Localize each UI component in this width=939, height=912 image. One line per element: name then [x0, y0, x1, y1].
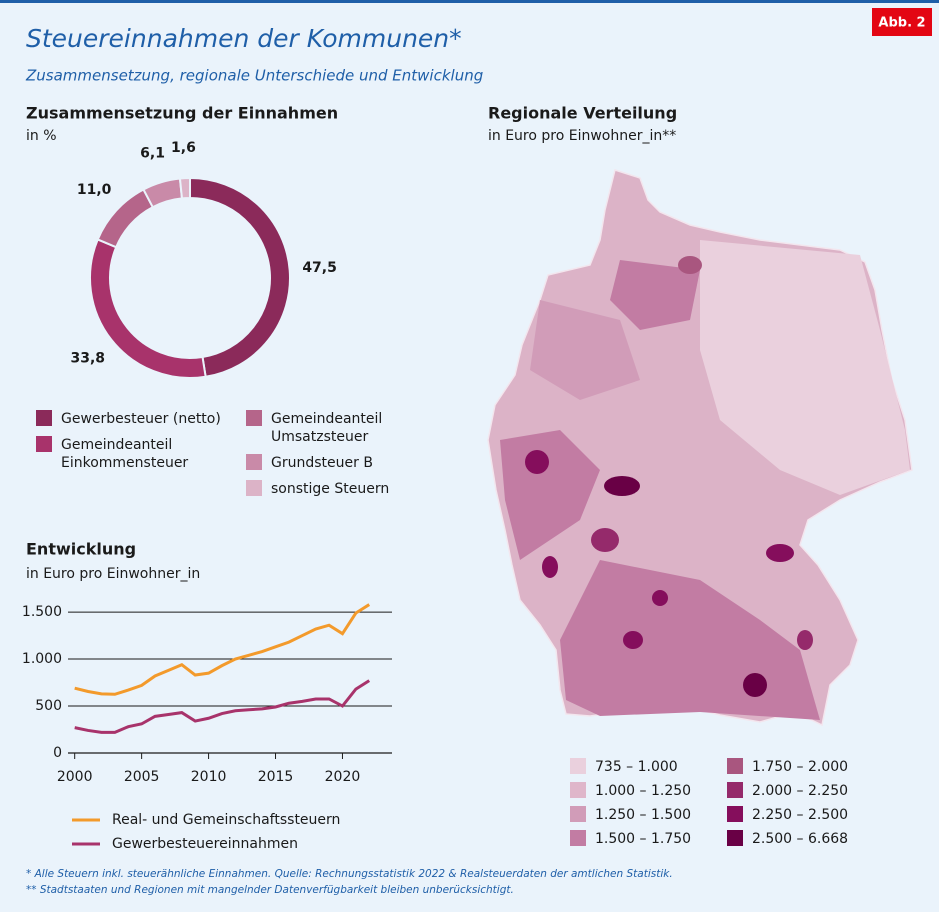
legend-label: 2.000 – 2.250 [752, 783, 849, 799]
legend-label: Gewerbesteuereinnahmen [112, 836, 298, 852]
map-region [530, 300, 640, 400]
legend-swatch [570, 806, 586, 822]
donut-segment [178, 176, 191, 200]
legend-label: 1.750 – 2.000 [752, 759, 849, 775]
chart-title: Regionale Verteilung [488, 104, 677, 123]
footnote: ** Stadtstaaten und Regionen mit mangeln… [26, 884, 514, 896]
legend-label: 2.500 – 6.668 [752, 831, 849, 847]
legend-item: 1.000 – 1.250 [570, 782, 720, 800]
chart-subtitle: in Euro pro Einwohner_in [26, 566, 200, 582]
map-hotspot [623, 631, 643, 649]
legend-swatch [36, 436, 52, 452]
legend-swatch [246, 410, 262, 426]
legend-swatch [570, 830, 586, 846]
y-tick-label: 0 [53, 745, 62, 761]
y-tick-label: 1.000 [22, 651, 62, 667]
footnote: * Alle Steuern inkl. steuerähnliche Einn… [26, 868, 673, 880]
value-label: 1,6 [171, 140, 196, 156]
legend-label: 1.000 – 1.250 [595, 783, 692, 799]
map-hotspot [591, 528, 619, 552]
value-label: 6,1 [140, 146, 165, 162]
legend-item: 2.500 – 6.668 [727, 830, 877, 848]
legend-label: Gewerbesteuer (netto) [61, 411, 221, 427]
chart-subtitle: in Euro pro Einwohner_in** [488, 128, 676, 144]
map-hotspot [542, 556, 558, 578]
chart-title: Zusammensetzung der Einnahmen [26, 104, 338, 123]
map-hotspot [743, 673, 767, 697]
legend-label: 2.250 – 2.500 [752, 807, 849, 823]
badge: Abb. 2 [878, 16, 925, 31]
legend-item: Gemeindeanteil Einkommensteuer [36, 436, 236, 472]
legend-label: Grundsteuer B [271, 455, 373, 471]
legend-swatch [727, 782, 743, 798]
legend-swatch [570, 758, 586, 774]
map-region [610, 260, 700, 330]
map-region [500, 430, 600, 560]
legend-item: 735 – 1.000 [570, 758, 720, 776]
legend-swatch [36, 410, 52, 426]
donut-segment [89, 238, 207, 379]
legend-item: Gewerbesteuer (netto) [36, 410, 236, 428]
y-tick-label: 500 [35, 698, 62, 714]
map-hotspot [652, 590, 668, 606]
legend-label: Gemeindeanteil Umsatzsteuer [271, 411, 383, 445]
chart-title: Entwicklung [26, 540, 136, 559]
value-label: 47,5 [302, 260, 337, 276]
legend-item: sonstige Steuern [246, 480, 446, 498]
map-hotspot [678, 256, 702, 274]
donut-segment [189, 176, 291, 378]
legend-item: 1.750 – 2.000 [727, 758, 877, 776]
legend-swatch [246, 454, 262, 470]
legend-label: 1.250 – 1.500 [595, 807, 692, 823]
line-series [74, 679, 371, 734]
x-tick-label: 2020 [325, 769, 361, 785]
legend-label: sonstige Steuern [271, 481, 390, 497]
legend-label: Real- und Gemeinschaftssteuern [112, 812, 340, 828]
x-tick-label: 2005 [124, 769, 160, 785]
subtitle: Zusammensetzung, regionale Unterschiede … [25, 67, 483, 85]
x-tick-label: 2015 [258, 769, 294, 785]
line-series [74, 603, 371, 696]
legend-label: 735 – 1.000 [595, 759, 678, 775]
x-tick-label: 2010 [191, 769, 227, 785]
legend-swatch [727, 758, 743, 774]
legend-label: 1.500 – 1.750 [595, 831, 692, 847]
map-hotspot [525, 450, 549, 474]
legend-item: 1.250 – 1.500 [570, 806, 720, 824]
map-hotspot [766, 544, 794, 562]
legend-item: 2.250 – 2.500 [727, 806, 877, 824]
value-label: 33,8 [71, 350, 106, 366]
y-tick-label: 1.500 [22, 604, 62, 620]
map-region [700, 240, 910, 495]
legend-swatch [246, 480, 262, 496]
map-hotspot [604, 476, 640, 496]
legend-swatch [727, 830, 743, 846]
map-hotspot [797, 630, 813, 650]
legend-swatch [570, 782, 586, 798]
legend-label: Gemeindeanteil Einkommensteuer [61, 437, 189, 471]
legend-swatch [727, 806, 743, 822]
legend-item: 2.000 – 2.250 [727, 782, 877, 800]
germany-map [487, 169, 913, 727]
chart-subtitle: in % [26, 128, 57, 144]
value-label: 11,0 [77, 182, 112, 198]
title: Steuereinnahmen der Kommunen* [26, 24, 462, 53]
x-tick-label: 2000 [57, 769, 93, 785]
legend-item: Gemeindeanteil Umsatzsteuer [246, 410, 446, 446]
legend-item: Grundsteuer B [246, 454, 446, 472]
legend-item: 1.500 – 1.750 [570, 830, 720, 848]
badge-box [872, 8, 932, 36]
